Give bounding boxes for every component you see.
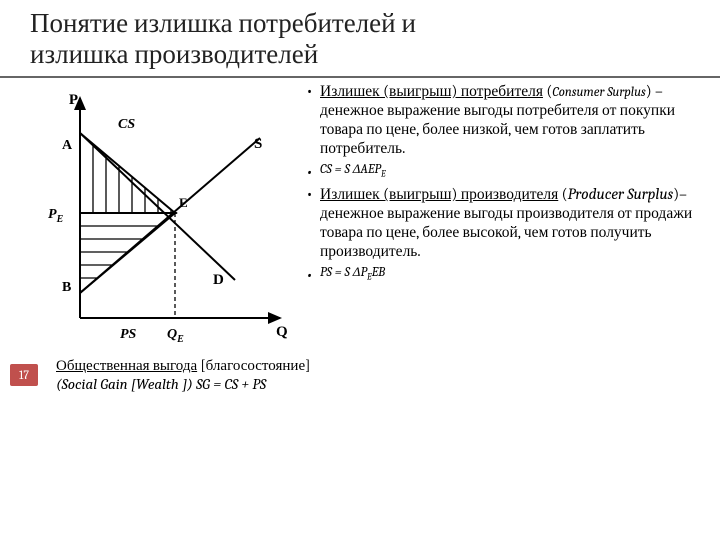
diagram-panel: P Q A B E S D CS PS PE QE	[10, 82, 300, 352]
cs-term-underlined: Излишек (выигрыш) потребителя	[320, 82, 543, 100]
cs-paren-open: (	[543, 82, 552, 100]
svg-text:A: A	[62, 138, 73, 153]
title-line2: излишка производителей	[30, 39, 318, 70]
bullet-producer-surplus: Излишек (выигрыш) производителя (Produce…	[304, 185, 702, 261]
page-number-badge: 17	[10, 364, 38, 386]
bullet-ps-formula: PS = S ΔPEEB	[304, 265, 702, 284]
bullet-list: Излишек (выигрыш) потребителя (Consumer …	[304, 82, 702, 284]
bullet-consumer-surplus: Излишек (выигрыш) потребителя (Consumer …	[304, 82, 702, 158]
svg-text:PS: PS	[120, 327, 137, 342]
svg-text:E: E	[179, 195, 188, 210]
surplus-diagram: P Q A B E S D CS PS PE QE	[30, 88, 290, 348]
svg-text:QE: QE	[167, 327, 184, 345]
svg-text:P: P	[69, 92, 78, 108]
title-heading: Понятие излишка потребителей и излишка п…	[30, 8, 700, 70]
svg-text:D: D	[213, 272, 224, 288]
content-row: P Q A B E S D CS PS PE QE Излишек (выигрыш) потреб…	[0, 78, 720, 352]
ps-formula-prefix: PS = S	[320, 265, 353, 280]
cs-formula-prefix: CS = S	[320, 162, 353, 177]
cs-formula-sub: E	[381, 169, 386, 179]
slide-title: Понятие излишка потребителей и излишка п…	[0, 0, 720, 78]
svg-text:PE: PE	[48, 207, 64, 225]
ps-english-term: Producer Surplus	[568, 185, 674, 203]
ps-formula-eb: EB	[372, 265, 386, 280]
title-line1: Понятие излишка потребителей и	[30, 8, 416, 39]
bullet-panel: Излишек (выигрыш) потребителя (Consumer …	[300, 82, 710, 352]
footer-wealth-ru: [благосостояние]	[197, 356, 310, 374]
footer-text: Общественная выгода [благосостояние] (So…	[38, 356, 310, 394]
footer-row: 17 Общественная выгода [благосостояние] …	[0, 356, 720, 394]
footer-social-gain-ru: Общественная выгода	[56, 356, 197, 374]
bullet-cs-formula: CS = S ΔAEPE	[304, 162, 702, 181]
ps-paren-open: (	[558, 185, 567, 203]
svg-text:B: B	[62, 280, 71, 295]
footer-line1: Общественная выгода [благосостояние]	[56, 356, 310, 375]
svg-text:S: S	[254, 136, 262, 152]
ps-term-underlined: Излишек (выигрыш) производителя	[320, 185, 558, 203]
svg-text:CS: CS	[118, 117, 135, 132]
svg-text:Q: Q	[276, 324, 288, 340]
cs-english-term: Consumer Surplus	[552, 85, 645, 100]
footer-line2: (Social Gain [Wealth ]) SG = CS + PS	[56, 375, 310, 394]
cs-formula-aep: AEP	[360, 162, 381, 177]
